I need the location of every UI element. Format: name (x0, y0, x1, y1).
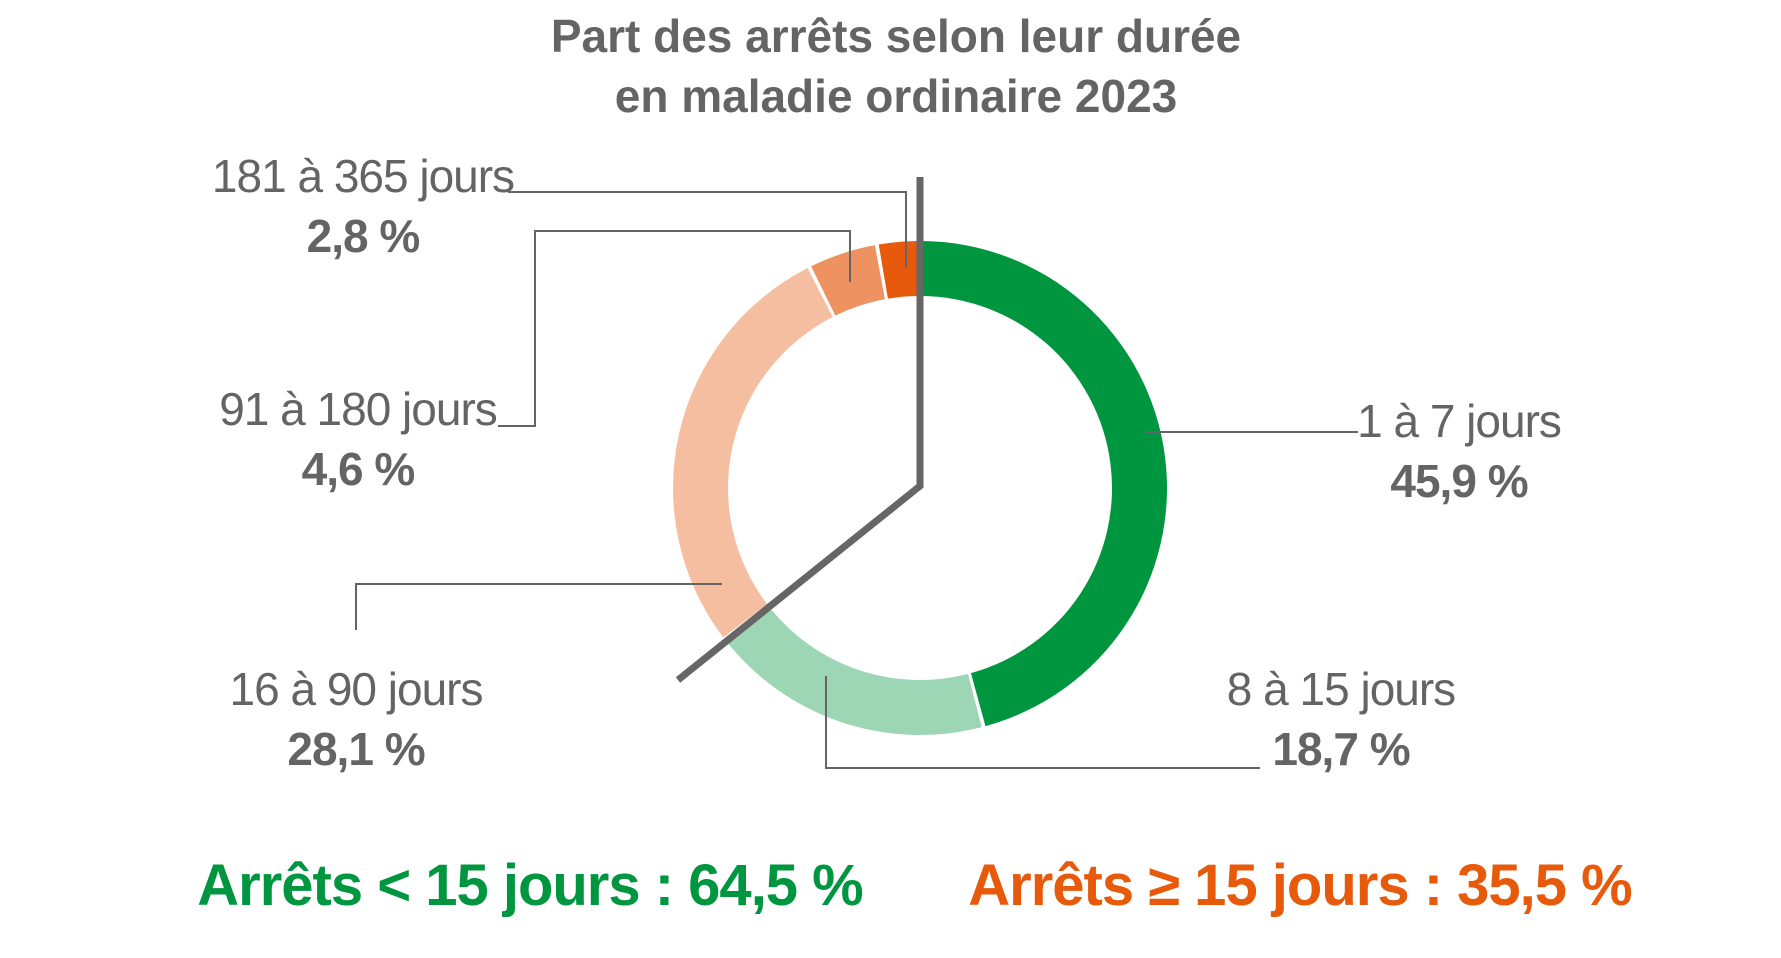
leader-line-3 (355, 583, 722, 630)
segment-value-2: 18,7 % (1272, 723, 1409, 775)
leader-line-2 (825, 676, 1260, 769)
chart-title-line-1: Part des arrêts selon leur durée (551, 10, 1241, 62)
segment-label-1: 1 à 7 jours (1357, 395, 1561, 447)
segment-value-1: 45,9 % (1390, 455, 1527, 507)
donut-segment-2 (725, 606, 982, 735)
segment-label-2: 8 à 15 jours (1227, 663, 1455, 715)
segment-label-3: 16 à 90 jours (230, 663, 483, 715)
summary-texts: Arrêts < 15 jours : 64,5 % Arrêts ≥ 15 jo… (197, 853, 1633, 918)
segment-labels: 1 à 7 jours 45,9 % 8 à 15 jours 18,7 % 16 à … (212, 150, 1562, 775)
segment-label-5: 181 à 365 jours (212, 150, 514, 202)
clock-hand-divider (675, 177, 924, 683)
summary-text-2: Arrêts ≥ 15 jours : 35,5 % (968, 853, 1632, 918)
segment-value-4: 4,6 % (302, 443, 415, 495)
leader-line-4 (498, 230, 851, 427)
leader-lines (355, 191, 1358, 769)
donut-segment-1 (921, 241, 1168, 727)
donut-segment-4 (811, 245, 885, 316)
segment-label-4: 91 à 180 jours (219, 383, 497, 435)
chart-title: Part des arrêts selon leur durée en mala… (551, 10, 1241, 122)
segment-value-3: 28,1 % (287, 723, 424, 775)
summary-text-1: Arrêts < 15 jours : 64,5 % (197, 853, 863, 918)
leader-line-5 (508, 191, 907, 268)
donut-segment-3 (673, 268, 833, 638)
segment-value-5: 2,8 % (307, 210, 420, 262)
donut-segment-5 (878, 241, 919, 299)
chart-title-line-2: en maladie ordinaire 2023 (615, 70, 1178, 122)
donut-segments (673, 241, 1168, 735)
